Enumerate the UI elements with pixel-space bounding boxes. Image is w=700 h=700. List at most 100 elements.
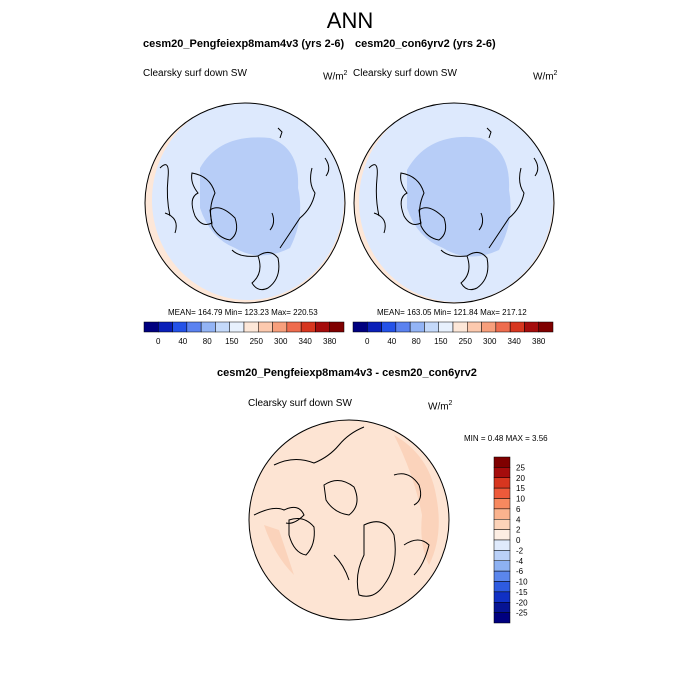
colorbar-swatch <box>395 321 411 333</box>
coastline-canadian-archipelago <box>191 172 216 225</box>
coastline-diff-archipelago <box>288 518 315 556</box>
colorbar-swatch <box>409 321 425 333</box>
contour-fill-mid-blue <box>407 136 511 257</box>
colorbar-swatch <box>493 550 511 561</box>
colorbar-swatch <box>493 477 511 489</box>
colorbar-swatch <box>493 508 511 520</box>
colorbar-swatch <box>272 321 288 333</box>
colorbar-swatch <box>452 321 468 333</box>
coastline-north-america-west <box>368 164 386 234</box>
coastline-siberia <box>488 167 525 249</box>
colorbar-tick-label: -20 <box>516 598 528 607</box>
colorbar-swatch <box>493 539 511 551</box>
polar-map-diff <box>248 419 450 621</box>
colorbar-2-swatches <box>352 321 554 333</box>
coastline-novaya-zemlya <box>269 212 275 231</box>
colorbar-swatch <box>315 321 330 333</box>
colorbar-tick-label: 4 <box>516 515 521 524</box>
colorbar-swatch <box>258 321 273 333</box>
colorbar-swatch <box>538 321 554 333</box>
panel-2-variable: Clearsky surf down SW <box>353 68 457 79</box>
colorbar-tick-label: 10 <box>516 495 525 504</box>
colorbar-swatch <box>172 321 188 333</box>
colorbar-swatch <box>200 321 216 333</box>
colorbar-swatch <box>352 321 368 333</box>
coastline-diff-east <box>403 539 430 576</box>
coastline-novaya-zemlya <box>478 212 484 231</box>
coastline-diff-eurasia <box>356 521 396 597</box>
colorbar-swatch <box>524 321 539 333</box>
coastline-diff-greenland <box>323 480 358 516</box>
colorbar-swatch <box>215 321 230 333</box>
coastline-canadian-archipelago <box>400 172 425 225</box>
colorbar-tick-label: 80 <box>203 337 212 346</box>
colorbar-tick-label: 380 <box>532 337 546 346</box>
colorbar-swatch <box>493 612 511 624</box>
colorbar-tick-label: 300 <box>483 337 497 346</box>
coastline-north-america-west <box>159 164 177 234</box>
colorbar-swatch <box>381 321 397 333</box>
panel-1-units: W/m2 <box>323 70 348 83</box>
colorbar-diff-swatches <box>493 456 511 624</box>
colorbar-swatch <box>186 321 202 333</box>
colorbar-tick-label: 380 <box>323 337 337 346</box>
colorbar-swatch <box>424 321 439 333</box>
colorbar-swatch <box>493 581 511 593</box>
colorbar-tick-label: 6 <box>516 505 521 514</box>
coastline-iceland <box>231 249 259 257</box>
colorbar-swatch <box>158 321 173 333</box>
colorbar-swatch <box>329 321 345 333</box>
diff-panel-stats: MIN = 0.48 MAX = 3.56 <box>464 434 548 443</box>
contour-fill-diff-high-2 <box>264 525 294 575</box>
diff-panel-units: W/m2 <box>428 400 453 413</box>
colorbar-tick-label: 20 <box>516 474 525 483</box>
colorbar-tick-label: 250 <box>459 337 473 346</box>
colorbar-tick-label: 340 <box>508 337 522 346</box>
colorbar-tick-label: -10 <box>516 578 528 587</box>
colorbar-swatch <box>438 321 454 333</box>
colorbar-tick-label: 300 <box>274 337 288 346</box>
colorbar-2: 0 40 80 150 250 300 340 380 <box>352 321 554 346</box>
colorbar-swatch <box>493 467 511 478</box>
map-border <box>144 102 346 304</box>
colorbar-tick-label: 2 <box>516 526 521 535</box>
polar-map-1 <box>144 102 346 304</box>
colorbar-swatch <box>493 529 511 541</box>
colorbar-tick-label: -2 <box>516 546 524 555</box>
coastline-scandinavia <box>251 252 280 291</box>
coastline-diff-iceland <box>333 554 350 581</box>
colorbar-swatch <box>286 321 302 333</box>
coastline-kamchatka <box>533 157 539 177</box>
colorbar-swatch <box>493 456 511 468</box>
colorbar-tick-label: -25 <box>516 609 528 618</box>
colorbar-tick-label: 25 <box>516 463 525 472</box>
colorbar-tick-label: 250 <box>250 337 264 346</box>
colorbar-tick-label: 150 <box>434 337 448 346</box>
colorbar-tick-label: 80 <box>412 337 421 346</box>
colorbar-swatch <box>493 519 511 530</box>
colorbar-swatch <box>493 591 511 603</box>
colorbar-swatch <box>493 570 511 582</box>
panel-2-title: cesm20_con6yrv2 (yrs 2-6) <box>355 38 496 50</box>
coastline-iceland <box>440 249 468 257</box>
colorbar-swatch <box>493 602 511 613</box>
colorbar-tick-label: -15 <box>516 588 528 597</box>
polar-map-2 <box>353 102 555 304</box>
map-border <box>353 102 555 304</box>
panel-1-variable: Clearsky surf down SW <box>143 68 247 79</box>
contour-fill-mid-blue <box>200 137 301 256</box>
colorbar-tick-label: 0 <box>516 536 521 545</box>
diff-panel-title: cesm20_Pengfeiexp8mam4v3 - cesm20_con6yr… <box>217 367 477 379</box>
colorbar-tick-label: 150 <box>225 337 239 346</box>
colorbar-swatch <box>481 321 497 333</box>
colorbar-swatch <box>493 498 511 510</box>
page-title: ANN <box>326 8 374 33</box>
colorbar-swatch <box>509 321 525 333</box>
colorbar-tick-label: -6 <box>516 567 524 576</box>
panel-2-stats: MEAN= 163.05 Min= 121.84 Max= 217.12 <box>377 308 527 317</box>
colorbar-tick-label: 40 <box>178 337 187 346</box>
coastline-kamchatka <box>324 157 330 177</box>
colorbar-tick-label: 0 <box>365 337 370 346</box>
